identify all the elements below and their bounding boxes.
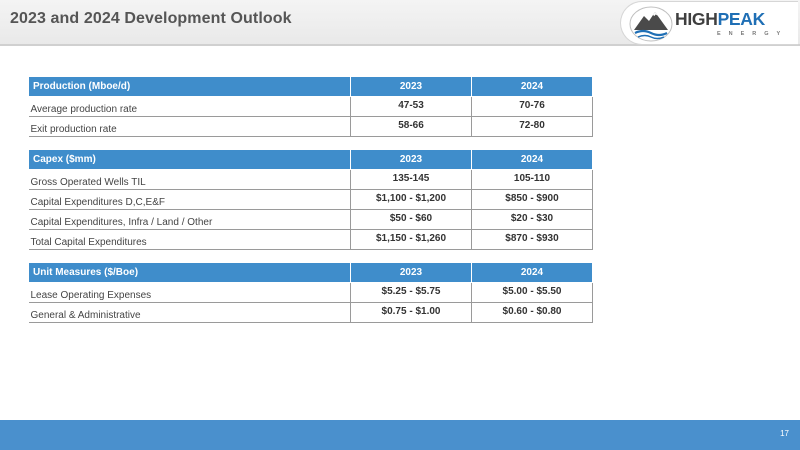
row-label: General & Administrative	[28, 302, 351, 323]
table-row: Capital Expenditures D,C,E&F $1,100 - $1,…	[28, 189, 593, 210]
row-value: $0.75 - $1.00	[350, 302, 472, 323]
row-value: $20 - $30	[471, 209, 593, 230]
table-header-row: Capex ($mm) 2023 2024	[28, 149, 593, 170]
page-number: 17	[780, 429, 789, 438]
table-header-year: 2023	[350, 149, 472, 170]
row-value: 58-66	[350, 116, 472, 137]
table-header-label: Production (Mboe/d)	[28, 76, 351, 97]
table-row: Total Capital Expenditures $1,150 - $1,26…	[28, 229, 593, 250]
table-row: Gross Operated Wells TIL 135-145 105-110	[28, 169, 593, 190]
mountain-logo-icon	[629, 6, 673, 42]
table-row: Capital Expenditures, Infra / Land / Oth…	[28, 209, 593, 230]
row-value: $1,100 - $1,200	[350, 189, 472, 210]
slide-title: 2023 and 2024 Development Outlook	[10, 10, 292, 27]
logo-wordmark: HIGHPEAK	[675, 10, 765, 28]
company-logo: HIGHPEAK ENERGY	[620, 1, 798, 45]
row-value: $870 - $930	[471, 229, 593, 250]
row-value: 105-110	[471, 169, 593, 190]
row-label: Total Capital Expenditures	[28, 229, 351, 250]
logo-subtitle: ENERGY	[717, 31, 789, 37]
slide-header: 2023 and 2024 Development Outlook HIGHPE…	[0, 0, 800, 46]
capex-table: Capex ($mm) 2023 2024 Gross Operated Wells…	[28, 149, 593, 250]
logo-word-peak: PEAK	[717, 9, 766, 29]
table-row: Average production rate 47-53 70-76	[28, 96, 593, 117]
table-header-year: 2024	[471, 262, 593, 283]
table-header-year: 2024	[471, 149, 593, 170]
row-label: Lease Operating Expenses	[28, 282, 351, 303]
row-label: Average production rate	[28, 96, 351, 117]
slide-footer: 17	[0, 420, 800, 450]
row-label: Exit production rate	[28, 116, 351, 137]
row-value: 70-76	[471, 96, 593, 117]
row-label: Capital Expenditures, Infra / Land / Oth…	[28, 209, 351, 230]
table-row: General & Administrative $0.75 - $1.00 $0.…	[28, 302, 593, 323]
table-header-year: 2023	[350, 76, 472, 97]
row-value: $1,150 - $1,260	[350, 229, 472, 250]
row-value: $0.60 - $0.80	[471, 302, 593, 323]
table-header-label: Unit Measures ($/Boe)	[28, 262, 351, 283]
row-value: 72-80	[471, 116, 593, 137]
unit-measures-table: Unit Measures ($/Boe) 2023 2024 Lease Oper…	[28, 262, 593, 323]
table-header-year: 2024	[471, 76, 593, 97]
row-value: 47-53	[350, 96, 472, 117]
table-header-row: Production (Mboe/d) 2023 2024	[28, 76, 593, 97]
row-value: 135-145	[350, 169, 472, 190]
row-value: $850 - $900	[471, 189, 593, 210]
table-header-year: 2023	[350, 262, 472, 283]
logo-word-high: HIGH	[675, 9, 718, 29]
table-row: Lease Operating Expenses $5.25 - $5.75 $5.…	[28, 282, 593, 303]
outlook-tables: Production (Mboe/d) 2023 2024 Average prod…	[28, 76, 593, 323]
table-header-label: Capex ($mm)	[28, 149, 351, 170]
row-value: $50 - $60	[350, 209, 472, 230]
row-label: Capital Expenditures D,C,E&F	[28, 189, 351, 210]
table-header-row: Unit Measures ($/Boe) 2023 2024	[28, 262, 593, 283]
row-label: Gross Operated Wells TIL	[28, 169, 351, 190]
row-value: $5.25 - $5.75	[350, 282, 472, 303]
production-table: Production (Mboe/d) 2023 2024 Average prod…	[28, 76, 593, 137]
row-value: $5.00 - $5.50	[471, 282, 593, 303]
table-row: Exit production rate 58-66 72-80	[28, 116, 593, 137]
